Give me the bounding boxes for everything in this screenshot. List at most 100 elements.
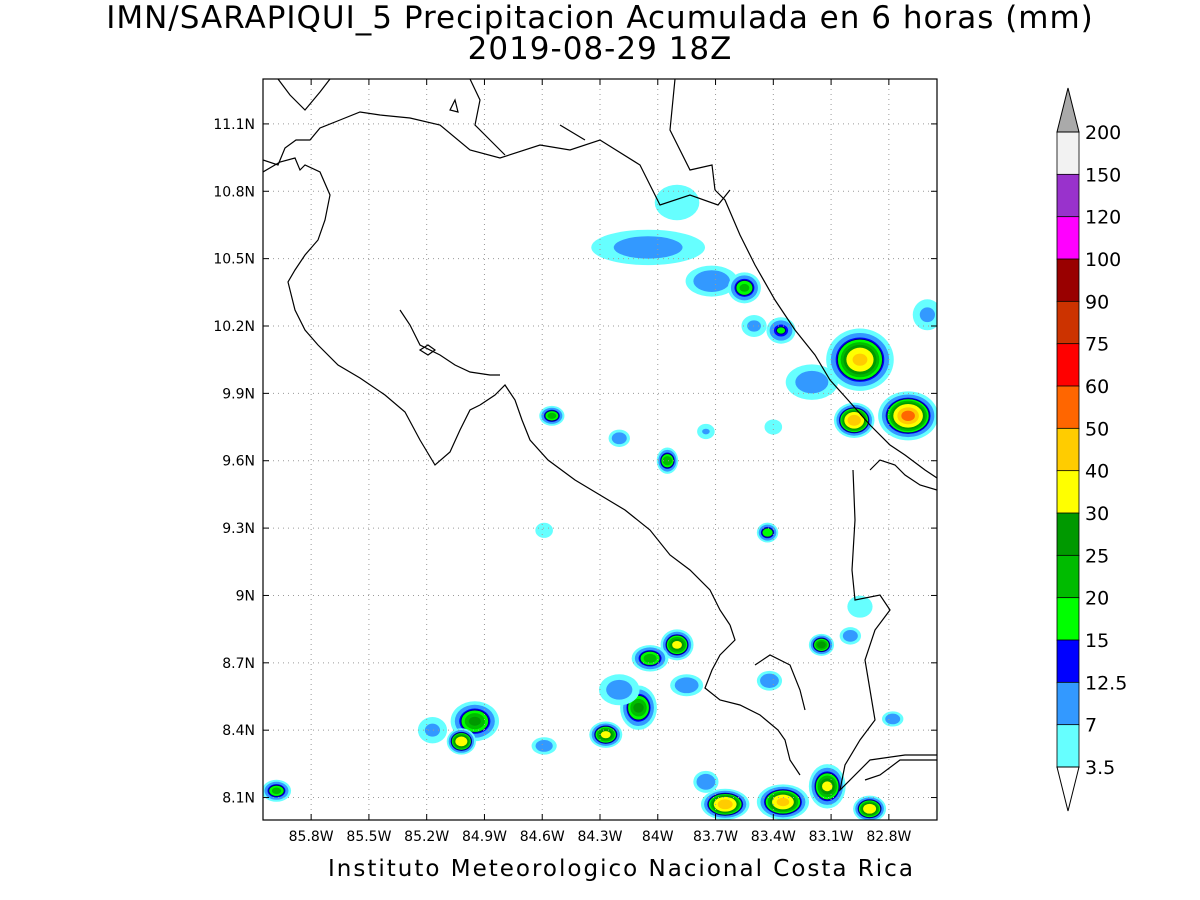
colorbar-label: 7 [1085,715,1097,737]
longitude-tick-labels: 85.8W 85.5W 85.2W 84.9W 84.6W 84.3W 84W 83.7W 83… [289,829,912,845]
map-subtitle-datetime: 2019-08-29 18Z [467,31,733,67]
caribbean-coast [714,189,937,479]
precip-contour-level [535,740,553,752]
lat-tick-label: 11.1N [213,117,255,133]
precip-cell [785,364,838,400]
precip-contour-level [662,456,673,466]
precip-cell [591,229,706,266]
precip-cell [631,645,669,672]
precip-contour-level [717,799,733,810]
colorbar-swatch [1056,258,1080,303]
colorbar-swatch [1056,131,1080,176]
lat-tick-label: 9.3N [222,521,255,537]
colorbar-label: 200 [1085,122,1121,144]
lon-tick-label: 85.8W [289,829,334,845]
colorbar-swatch [1056,343,1080,387]
precip-contour-level [747,320,761,332]
precip-contour-level [702,428,710,435]
colorbar-over-triangle [1056,87,1080,133]
precip-cell [660,629,694,661]
precip-cell [620,685,657,730]
precip-contour-level [468,716,481,726]
precip-contour-level [847,414,861,426]
colorbar-swatch [1056,681,1080,726]
lat-tick-label: 8.4N [222,723,255,739]
colorbar-swatch [1056,597,1080,641]
precip-contour-level [817,641,826,649]
precip-contour-level [739,283,750,292]
precip-contour-level [606,679,633,700]
colorbar-under-triangle [1056,766,1080,812]
precip-cell [654,184,700,221]
precip-contour-level [795,370,829,394]
precipitation-field [263,184,937,820]
chira-island [418,344,437,356]
precip-cell [766,317,796,344]
colorbar-swatch [1056,427,1080,472]
precip-contour-level [847,595,873,618]
nicaragua-border [263,111,731,206]
lat-tick-label: 9.6N [222,454,255,470]
colorbar-label: 20 [1085,588,1109,610]
footer-credit: Instituto Meteorologico Nacional Costa R… [328,856,915,882]
precip-contour-level [775,326,787,335]
colorbar-swatch [1056,216,1080,260]
colorbar-swatch [1056,470,1080,514]
graticule-grid [263,79,937,820]
colorbar-swatch [1056,639,1080,684]
colorbar-label: 12.5 [1085,672,1127,694]
lon-tick-label: 83.7W [693,829,738,845]
precip-contour-level [760,673,779,688]
precip-contour-level [761,527,774,538]
osa-peninsula [704,624,806,776]
precip-cell [539,405,565,426]
precip-cell [756,784,810,820]
precip-cell [697,423,715,440]
precip-contour-level [654,184,700,221]
pacific-coast-guanacaste [263,157,481,466]
lon-tick-label: 84W [642,829,674,845]
colorbar-swatch [1056,300,1080,345]
precip-contour-level [696,773,716,790]
lon-tick-label: 82.8W [866,829,911,845]
lat-tick-label: 9N [236,588,255,604]
colorbar-swatch [1056,385,1080,430]
colorbar-label: 100 [1085,249,1121,271]
lon-tick-label: 84.6W [520,829,565,845]
precip-cell [589,721,623,748]
lon-tick-label: 83.1W [809,829,854,845]
precip-cell [741,315,767,337]
lat-tick-label: 10.2N [213,319,255,335]
precip-cell [727,272,761,304]
lon-tick-label: 83.4W [751,829,796,845]
precip-contour-level [776,797,790,807]
precip-cell [417,716,448,744]
chiriqui-coast [864,759,937,781]
colorbar-label: 75 [1085,334,1109,356]
precip-cell [839,627,862,645]
precip-cell [598,674,640,706]
precip-contour-level [535,522,553,538]
precip-cell [833,402,875,439]
lon-tick-label: 85.2W [404,829,449,845]
colorbar-label: 50 [1085,418,1109,440]
precip-cell [756,670,783,691]
precip-cell [847,595,873,618]
colorbar-label: 90 [1085,291,1109,313]
lat-tick-label: 10.8N [213,184,255,200]
precip-contour-level [852,353,868,366]
precip-cell [535,522,553,538]
precip-cell [853,795,887,820]
precip-cell [912,299,937,331]
precip-contour-level [633,702,644,713]
precip-cell [670,674,704,697]
latitude-tick-labels: 11.1N 10.8N 10.5N 10.2N 9.9N 9.6N 9.3N 9N 8.7N 8.… [213,117,255,807]
precip-cell [685,265,738,297]
colorbar-swatch [1056,724,1080,768]
precip-contour-level [842,629,858,642]
colorbar-label: 30 [1085,503,1109,525]
precip-cell [756,522,779,543]
precip-contour-level [822,781,833,792]
precip-cell [700,788,750,820]
